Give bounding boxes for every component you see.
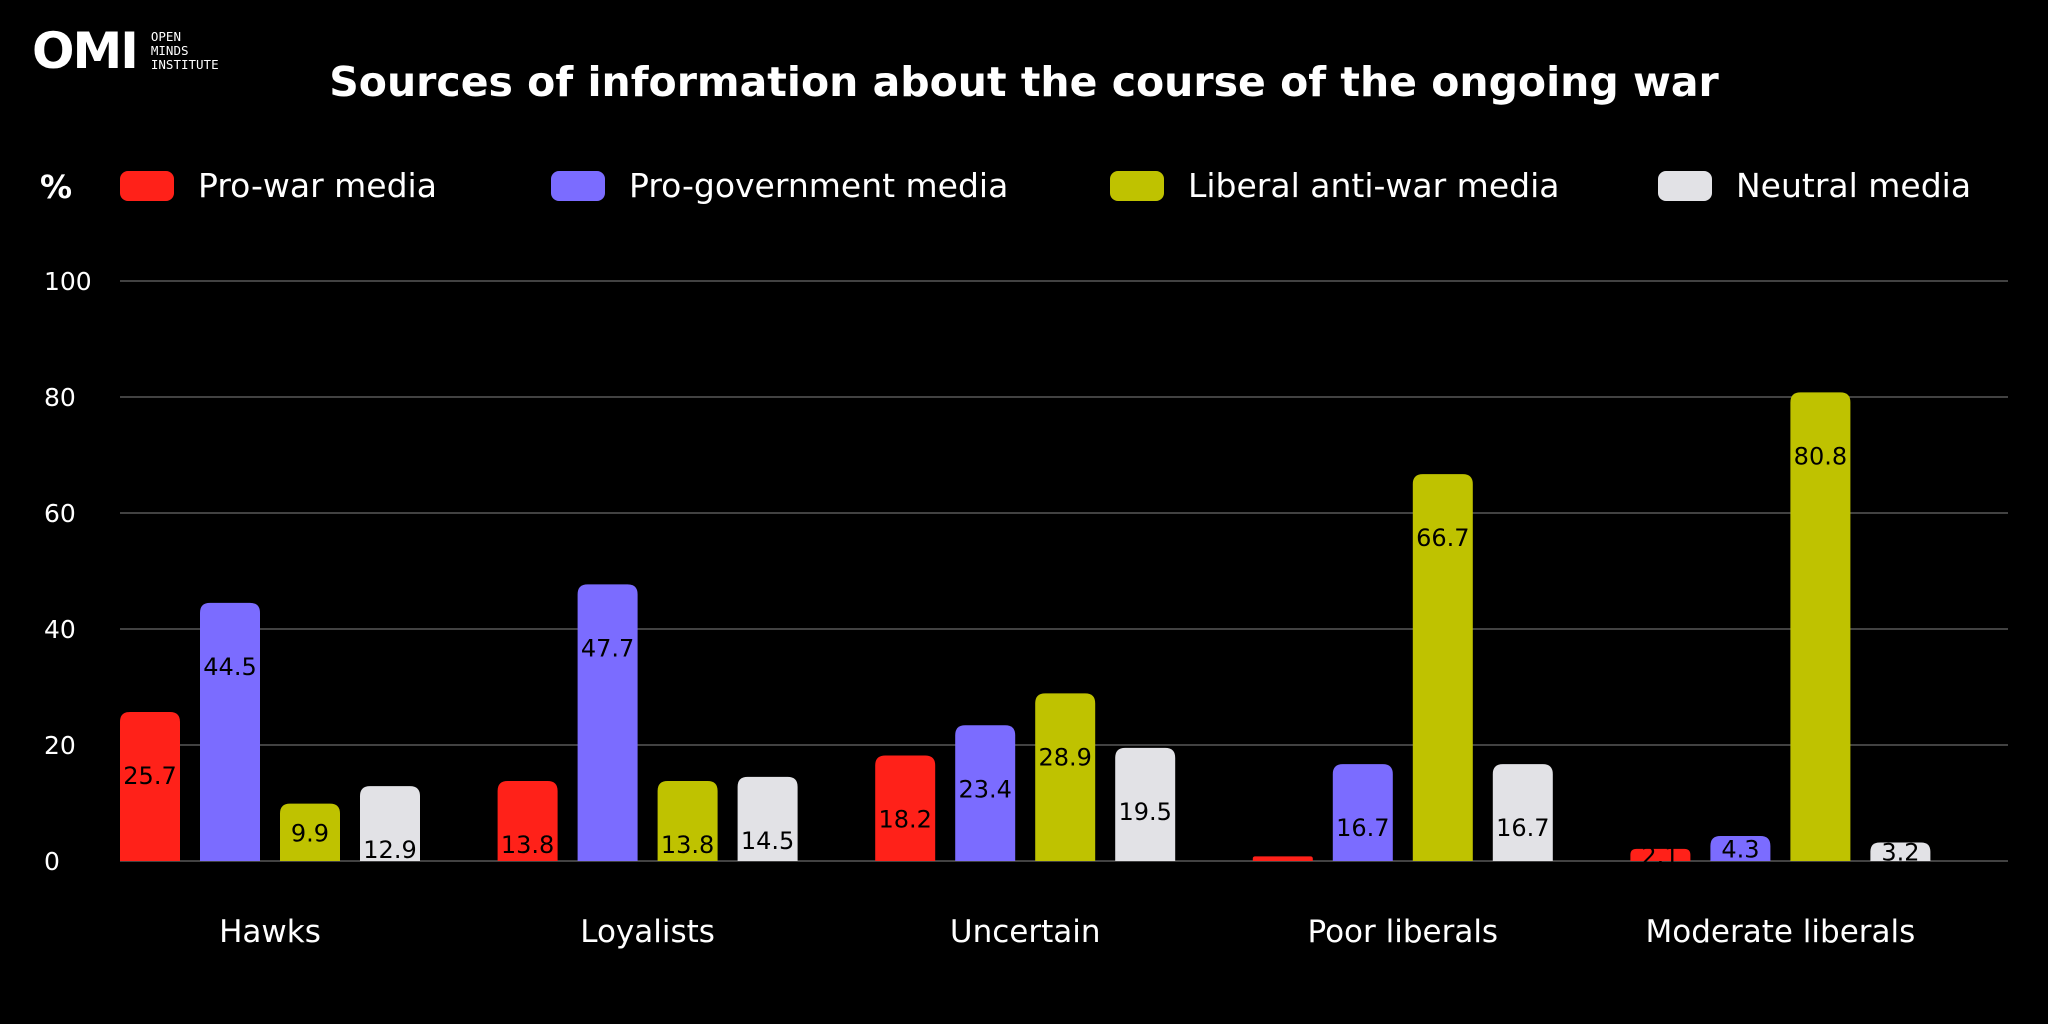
chart-title: Sources of information about the course … — [329, 58, 1719, 106]
data-label-hawks-pro-war-media: 25.7 — [123, 762, 176, 790]
data-label-poor-liberals-liberal-anti-war-media: 66.7 — [1416, 524, 1469, 552]
data-label-uncertain-neutral-media: 19.5 — [1118, 798, 1171, 826]
omi-logo: OMI OPEN MINDS INSTITUTE — [32, 26, 219, 76]
x-tick-label-moderate-liberals: Moderate liberals — [1646, 914, 1916, 950]
data-label-moderate-liberals-neutral-media: 3.2 — [1881, 839, 1919, 867]
legend-label-pro-government: Pro-government media — [629, 166, 1009, 205]
data-label-uncertain-pro-war-media: 18.2 — [878, 805, 931, 833]
legend-label-neutral: Neutral media — [1736, 166, 1972, 205]
data-label-loyalists-liberal-anti-war-media: 13.8 — [661, 831, 714, 859]
y-tick-label-20: 20 — [44, 731, 76, 760]
data-label-loyalists-pro-government-media: 47.7 — [581, 634, 634, 662]
y-tick-label-80: 80 — [44, 383, 76, 412]
bar-moderate-liberals-liberal-anti-war-media — [1790, 392, 1851, 861]
legend-swatch-neutral — [1658, 170, 1712, 201]
bar-loyalists-pro-government-media — [577, 584, 638, 861]
data-label-poor-liberals-pro-government-media: 16.7 — [1336, 814, 1389, 842]
legend-label-liberal-anti-war: Liberal anti-war media — [1188, 166, 1560, 205]
bar-uncertain-neutral-media — [1115, 747, 1176, 861]
bar-hawks-liberal-anti-war-media — [280, 803, 340, 861]
y-tick-label-100: 100 — [44, 267, 92, 296]
data-label-poor-liberals-neutral-media: 16.7 — [1496, 814, 1549, 842]
data-label-uncertain-liberal-anti-war-media: 28.9 — [1038, 743, 1091, 771]
bar-uncertain-pro-government-media — [955, 725, 1016, 861]
data-label-uncertain-pro-government-media: 23.4 — [958, 775, 1011, 803]
legend-item-liberal-anti-war: Liberal anti-war media — [1110, 166, 1559, 205]
bar-loyalists-liberal-anti-war-media — [657, 780, 718, 861]
bar-uncertain-pro-war-media — [875, 755, 936, 861]
omi-logo-mark: OMI — [32, 22, 139, 80]
legend-label-pro-war: Pro-war media — [198, 166, 437, 205]
bar-moderate-liberals-pro-war-media — [1630, 848, 1691, 861]
y-tick-label-40: 40 — [44, 615, 76, 644]
bar-hawks-pro-war-media — [120, 711, 180, 861]
data-label-moderate-liberals-liberal-anti-war-media: 80.8 — [1794, 442, 1847, 470]
bar-poor-liberals-liberal-anti-war-media — [1412, 474, 1473, 861]
data-label-hawks-liberal-anti-war-media: 9.9 — [291, 819, 329, 847]
data-label-moderate-liberals-pro-government-media: 4.3 — [1721, 836, 1759, 864]
x-tick-label-hawks: Hawks — [219, 914, 321, 950]
bar-moderate-liberals-neutral-media — [1870, 842, 1931, 861]
logo-line-institute: INSTITUTE — [150, 57, 219, 72]
data-label-loyalists-pro-war-media: 13.8 — [501, 831, 554, 859]
y-axis-unit-label: % — [40, 168, 73, 206]
data-label-hawks-pro-government-media: 44.5 — [203, 653, 256, 681]
bar-hawks-neutral-media — [360, 786, 420, 861]
legend-item-pro-government: Pro-government media — [551, 166, 1008, 205]
x-tick-label-loyalists: Loyalists — [580, 914, 715, 950]
logo-line-minds: MINDS — [150, 43, 189, 58]
logo-line-open: OPEN — [150, 29, 181, 44]
omi-logo-text: OPEN MINDS INSTITUTE — [151, 30, 219, 72]
legend-swatch-liberal-anti-war — [1110, 170, 1164, 201]
legend-item-pro-war: Pro-war media — [120, 166, 437, 205]
bar-poor-liberals-pro-war-media — [1252, 856, 1313, 861]
y-tick-label-0: 0 — [44, 847, 60, 876]
bar-poor-liberals-neutral-media — [1492, 764, 1553, 861]
legend-swatch-pro-war — [120, 170, 174, 201]
y-tick-label-60: 60 — [44, 499, 76, 528]
x-tick-label-poor-liberals: Poor liberals — [1307, 914, 1498, 950]
data-label-hawks-neutral-media: 12.9 — [363, 836, 416, 864]
data-label-loyalists-neutral-media: 14.5 — [741, 827, 794, 855]
x-tick-label-uncertain: Uncertain — [950, 914, 1101, 950]
legend-item-neutral: Neutral media — [1658, 166, 1971, 205]
bar-moderate-liberals-pro-government-media — [1710, 836, 1771, 861]
bar-loyalists-pro-war-media — [497, 780, 558, 861]
bar-poor-liberals-pro-government-media — [1332, 764, 1393, 861]
bar-loyalists-neutral-media — [737, 776, 798, 861]
bar-hawks-pro-government-media — [200, 602, 260, 861]
legend-swatch-pro-government — [551, 170, 605, 201]
data-label-moderate-liberals-pro-war-media: 2.1 — [1641, 842, 1679, 870]
bar-uncertain-liberal-anti-war-media — [1035, 693, 1096, 861]
